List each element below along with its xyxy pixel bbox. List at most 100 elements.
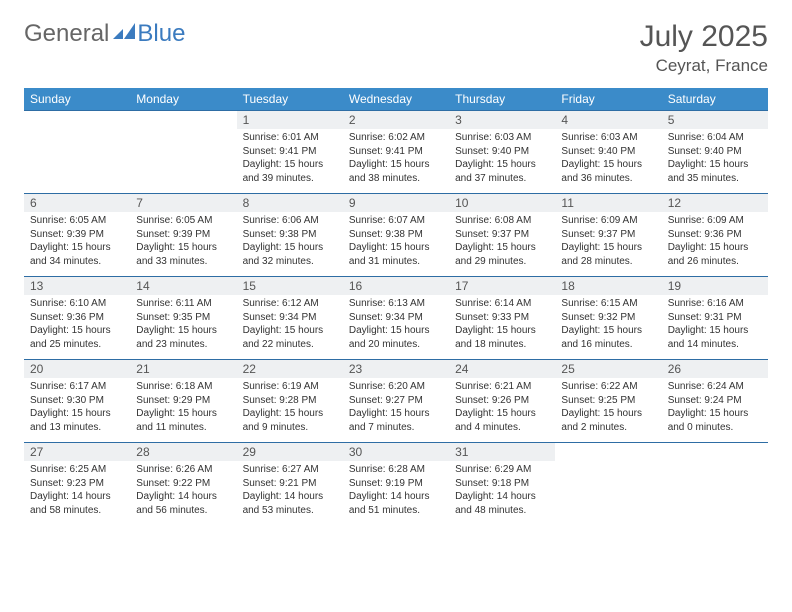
daylight-line2: and 4 minutes. (455, 421, 549, 435)
sunset-text: Sunset: 9:41 PM (349, 145, 443, 159)
sunset-text: Sunset: 9:31 PM (668, 311, 762, 325)
sunrise-text: Sunrise: 6:15 AM (561, 297, 655, 311)
sunset-text: Sunset: 9:27 PM (349, 394, 443, 408)
sunrise-text: Sunrise: 6:04 AM (668, 131, 762, 145)
sunset-text: Sunset: 9:26 PM (455, 394, 549, 408)
day-number: 28 (130, 443, 236, 461)
day-info: Sunrise: 6:24 AMSunset: 9:24 PMDaylight:… (662, 378, 768, 438)
sunset-text: Sunset: 9:37 PM (455, 228, 549, 242)
daylight-line2: and 35 minutes. (668, 172, 762, 186)
day-number: 15 (237, 277, 343, 295)
calendar-cell: 29Sunrise: 6:27 AMSunset: 9:21 PMDayligh… (237, 443, 343, 526)
day-info: Sunrise: 6:25 AMSunset: 9:23 PMDaylight:… (24, 461, 130, 521)
title-block: July 2025 Ceyrat, France (640, 20, 768, 76)
sunset-text: Sunset: 9:18 PM (455, 477, 549, 491)
calendar-cell: 15Sunrise: 6:12 AMSunset: 9:34 PMDayligh… (237, 277, 343, 360)
calendar-cell: 26Sunrise: 6:24 AMSunset: 9:24 PMDayligh… (662, 360, 768, 443)
sunset-text: Sunset: 9:36 PM (668, 228, 762, 242)
month-title: July 2025 (640, 20, 768, 54)
day-number: 19 (662, 277, 768, 295)
daylight-line2: and 28 minutes. (561, 255, 655, 269)
day-info: Sunrise: 6:05 AMSunset: 9:39 PMDaylight:… (24, 212, 130, 272)
day-number: 11 (555, 194, 661, 212)
daylight-line1: Daylight: 15 hours (243, 241, 337, 255)
day-number: 3 (449, 111, 555, 129)
day-info: Sunrise: 6:10 AMSunset: 9:36 PMDaylight:… (24, 295, 130, 355)
day-info: Sunrise: 6:16 AMSunset: 9:31 PMDaylight:… (662, 295, 768, 355)
sunrise-text: Sunrise: 6:29 AM (455, 463, 549, 477)
calendar-cell: 28Sunrise: 6:26 AMSunset: 9:22 PMDayligh… (130, 443, 236, 526)
sunset-text: Sunset: 9:40 PM (668, 145, 762, 159)
daylight-line1: Daylight: 15 hours (349, 407, 443, 421)
sunrise-text: Sunrise: 6:24 AM (668, 380, 762, 394)
logo: General Blue (24, 20, 185, 48)
day-info: Sunrise: 6:19 AMSunset: 9:28 PMDaylight:… (237, 378, 343, 438)
daylight-line2: and 33 minutes. (136, 255, 230, 269)
day-info: Sunrise: 6:27 AMSunset: 9:21 PMDaylight:… (237, 461, 343, 521)
daylight-line2: and 58 minutes. (30, 504, 124, 518)
calendar-row: 6Sunrise: 6:05 AMSunset: 9:39 PMDaylight… (24, 194, 768, 277)
daylight-line2: and 32 minutes. (243, 255, 337, 269)
day-number: 10 (449, 194, 555, 212)
daylight-line1: Daylight: 14 hours (30, 490, 124, 504)
daylight-line1: Daylight: 15 hours (561, 407, 655, 421)
header: General Blue July 2025 Ceyrat, France (24, 20, 768, 76)
calendar-cell (130, 111, 236, 194)
sunset-text: Sunset: 9:28 PM (243, 394, 337, 408)
calendar-cell: 21Sunrise: 6:18 AMSunset: 9:29 PMDayligh… (130, 360, 236, 443)
daylight-line2: and 11 minutes. (136, 421, 230, 435)
calendar-row: 1Sunrise: 6:01 AMSunset: 9:41 PMDaylight… (24, 111, 768, 194)
calendar-cell: 20Sunrise: 6:17 AMSunset: 9:30 PMDayligh… (24, 360, 130, 443)
daylight-line1: Daylight: 15 hours (668, 158, 762, 172)
daylight-line2: and 16 minutes. (561, 338, 655, 352)
calendar-body: 1Sunrise: 6:01 AMSunset: 9:41 PMDaylight… (24, 111, 768, 526)
calendar-cell: 17Sunrise: 6:14 AMSunset: 9:33 PMDayligh… (449, 277, 555, 360)
sunset-text: Sunset: 9:30 PM (30, 394, 124, 408)
daylight-line1: Daylight: 15 hours (561, 158, 655, 172)
calendar-cell: 7Sunrise: 6:05 AMSunset: 9:39 PMDaylight… (130, 194, 236, 277)
sunset-text: Sunset: 9:39 PM (136, 228, 230, 242)
sunrise-text: Sunrise: 6:22 AM (561, 380, 655, 394)
calendar-row: 13Sunrise: 6:10 AMSunset: 9:36 PMDayligh… (24, 277, 768, 360)
day-info: Sunrise: 6:12 AMSunset: 9:34 PMDaylight:… (237, 295, 343, 355)
daylight-line1: Daylight: 15 hours (136, 241, 230, 255)
sunset-text: Sunset: 9:24 PM (668, 394, 762, 408)
calendar-cell: 25Sunrise: 6:22 AMSunset: 9:25 PMDayligh… (555, 360, 661, 443)
sunset-text: Sunset: 9:19 PM (349, 477, 443, 491)
calendar-table: Sunday Monday Tuesday Wednesday Thursday… (24, 88, 768, 525)
day-number: 29 (237, 443, 343, 461)
sunset-text: Sunset: 9:35 PM (136, 311, 230, 325)
daylight-line1: Daylight: 15 hours (349, 158, 443, 172)
daylight-line2: and 56 minutes. (136, 504, 230, 518)
daylight-line2: and 51 minutes. (349, 504, 443, 518)
daylight-line2: and 38 minutes. (349, 172, 443, 186)
calendar-cell: 3Sunrise: 6:03 AMSunset: 9:40 PMDaylight… (449, 111, 555, 194)
daylight-line2: and 25 minutes. (30, 338, 124, 352)
daylight-line2: and 31 minutes. (349, 255, 443, 269)
weekday-header-row: Sunday Monday Tuesday Wednesday Thursday… (24, 88, 768, 111)
daylight-line1: Daylight: 15 hours (668, 241, 762, 255)
calendar-cell: 14Sunrise: 6:11 AMSunset: 9:35 PMDayligh… (130, 277, 236, 360)
calendar-row: 27Sunrise: 6:25 AMSunset: 9:23 PMDayligh… (24, 443, 768, 526)
day-info: Sunrise: 6:17 AMSunset: 9:30 PMDaylight:… (24, 378, 130, 438)
daylight-line2: and 18 minutes. (455, 338, 549, 352)
daylight-line1: Daylight: 14 hours (243, 490, 337, 504)
sunrise-text: Sunrise: 6:10 AM (30, 297, 124, 311)
daylight-line1: Daylight: 15 hours (455, 324, 549, 338)
day-number: 14 (130, 277, 236, 295)
daylight-line1: Daylight: 15 hours (668, 407, 762, 421)
daylight-line2: and 0 minutes. (668, 421, 762, 435)
sunrise-text: Sunrise: 6:11 AM (136, 297, 230, 311)
sunrise-text: Sunrise: 6:14 AM (455, 297, 549, 311)
sunrise-text: Sunrise: 6:03 AM (561, 131, 655, 145)
sunrise-text: Sunrise: 6:01 AM (243, 131, 337, 145)
calendar-cell: 27Sunrise: 6:25 AMSunset: 9:23 PMDayligh… (24, 443, 130, 526)
sunrise-text: Sunrise: 6:09 AM (561, 214, 655, 228)
day-info: Sunrise: 6:11 AMSunset: 9:35 PMDaylight:… (130, 295, 236, 355)
day-number: 31 (449, 443, 555, 461)
daylight-line2: and 26 minutes. (668, 255, 762, 269)
calendar-cell: 24Sunrise: 6:21 AMSunset: 9:26 PMDayligh… (449, 360, 555, 443)
sunrise-text: Sunrise: 6:21 AM (455, 380, 549, 394)
weekday-header: Sunday (24, 88, 130, 111)
daylight-line1: Daylight: 15 hours (561, 324, 655, 338)
